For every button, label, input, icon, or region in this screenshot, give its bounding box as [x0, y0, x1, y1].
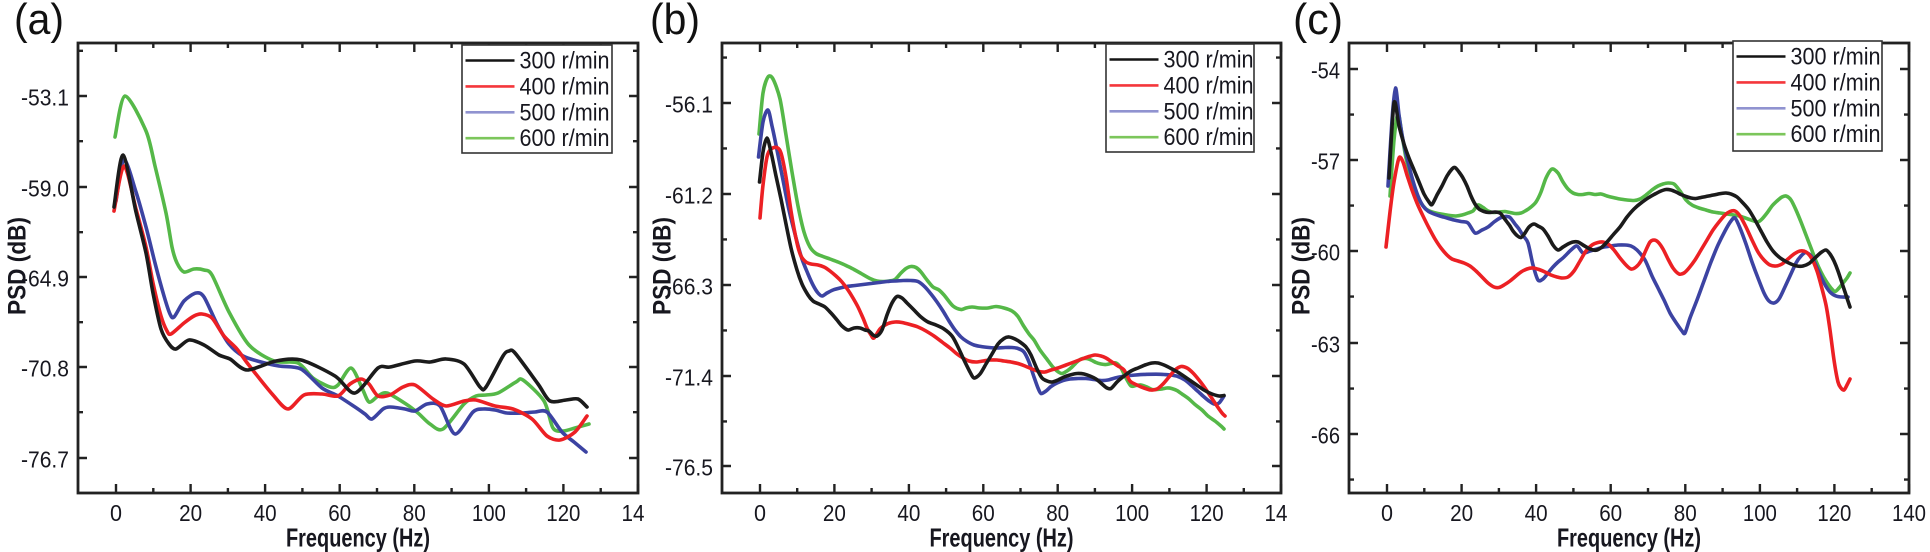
- svg-text:0: 0: [110, 500, 122, 526]
- svg-text:-66.3: -66.3: [665, 274, 713, 300]
- svg-text:-64.9: -64.9: [21, 266, 69, 292]
- svg-text:-76.7: -76.7: [21, 447, 69, 473]
- svg-text:-54: -54: [1311, 58, 1340, 84]
- svg-text:-59.0: -59.0: [21, 176, 69, 202]
- svg-text:Frequency (Hz): Frequency (Hz): [286, 523, 430, 552]
- svg-text:100: 100: [472, 500, 506, 526]
- svg-text:-71.4: -71.4: [665, 365, 713, 391]
- svg-text:600 r/min: 600 r/min: [520, 125, 610, 152]
- svg-text:500 r/min: 500 r/min: [520, 99, 610, 126]
- svg-text:(b): (b): [650, 0, 700, 44]
- svg-text:-61.2: -61.2: [665, 183, 713, 209]
- svg-text:60: 60: [972, 500, 995, 526]
- svg-text:20: 20: [823, 500, 846, 526]
- svg-text:-53.1: -53.1: [21, 85, 69, 111]
- svg-text:60: 60: [328, 500, 351, 526]
- svg-text:-76.5: -76.5: [665, 455, 713, 481]
- svg-text:120: 120: [1817, 500, 1851, 526]
- svg-text:40: 40: [1525, 500, 1548, 526]
- svg-text:-56.1: -56.1: [665, 92, 713, 118]
- svg-text:PSD (dB): PSD (dB): [1288, 217, 1316, 315]
- svg-text:600 r/min: 600 r/min: [1164, 124, 1254, 151]
- svg-text:400 r/min: 400 r/min: [1791, 69, 1881, 96]
- svg-text:120: 120: [546, 500, 580, 526]
- svg-text:Frequency (Hz): Frequency (Hz): [1557, 523, 1701, 552]
- svg-text:120: 120: [1190, 500, 1224, 526]
- svg-text:-63: -63: [1311, 332, 1340, 358]
- svg-text:80: 80: [1046, 500, 1069, 526]
- svg-text:40: 40: [897, 500, 920, 526]
- svg-text:0: 0: [754, 500, 766, 526]
- svg-text:20: 20: [179, 500, 202, 526]
- svg-text:(c): (c): [1293, 0, 1343, 44]
- svg-text:100: 100: [1743, 500, 1777, 526]
- svg-text:-57: -57: [1311, 149, 1340, 175]
- svg-text:-60: -60: [1311, 240, 1340, 266]
- svg-text:80: 80: [1674, 500, 1697, 526]
- svg-text:(a): (a): [14, 0, 64, 44]
- svg-text:PSD (dB): PSD (dB): [649, 217, 677, 315]
- svg-text:-66: -66: [1311, 423, 1340, 449]
- svg-text:60: 60: [1599, 500, 1622, 526]
- svg-text:100: 100: [1115, 500, 1149, 526]
- svg-text:500 r/min: 500 r/min: [1791, 95, 1881, 122]
- svg-text:20: 20: [1450, 500, 1473, 526]
- svg-text:Frequency (Hz): Frequency (Hz): [930, 523, 1074, 552]
- svg-text:300 r/min: 300 r/min: [1791, 44, 1881, 71]
- svg-text:40: 40: [254, 500, 277, 526]
- svg-text:140: 140: [1892, 500, 1926, 526]
- svg-text:80: 80: [403, 500, 426, 526]
- svg-text:400 r/min: 400 r/min: [1164, 72, 1254, 99]
- svg-text:0: 0: [1381, 500, 1393, 526]
- svg-text:600 r/min: 600 r/min: [1791, 121, 1881, 148]
- svg-text:300 r/min: 300 r/min: [1164, 47, 1254, 74]
- svg-text:500 r/min: 500 r/min: [1164, 98, 1254, 125]
- svg-text:-70.8: -70.8: [21, 356, 69, 382]
- svg-text:400 r/min: 400 r/min: [520, 73, 610, 100]
- svg-text:300 r/min: 300 r/min: [520, 48, 610, 75]
- svg-text:14: 14: [1265, 500, 1288, 526]
- svg-text:14: 14: [622, 500, 645, 526]
- svg-text:PSD (dB): PSD (dB): [4, 217, 32, 315]
